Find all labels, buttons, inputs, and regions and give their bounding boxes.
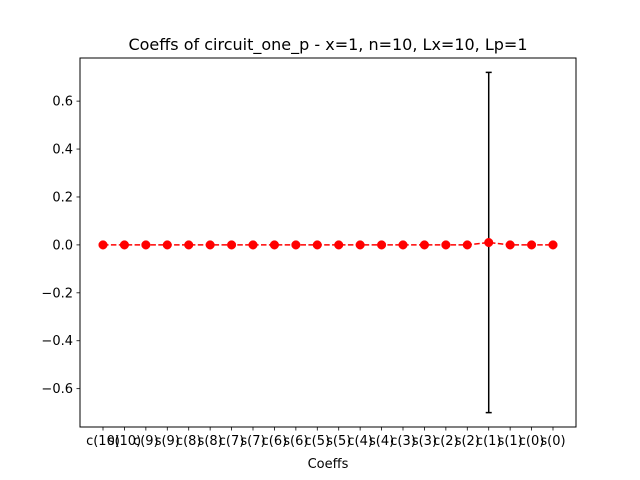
data-point xyxy=(141,240,151,250)
data-point xyxy=(248,240,258,250)
data-point xyxy=(269,240,279,250)
x-tick-label: s(6) xyxy=(283,434,308,449)
y-axis: −0.6 −0.4 −0.2 0.0 0.2 0.4 0.6 xyxy=(41,95,80,397)
chart-title: Coeffs of circuit_one_p - x=1, n=10, Lx=… xyxy=(128,35,527,55)
data-point xyxy=(334,240,344,250)
data-point xyxy=(355,240,365,250)
data-point xyxy=(505,240,515,250)
x-tick-label: c(5) xyxy=(305,434,331,449)
data-point xyxy=(398,240,408,250)
data-point xyxy=(291,240,301,250)
data-point xyxy=(119,240,129,250)
x-tick-label: c(0) xyxy=(519,434,545,449)
x-tick-label: s(1) xyxy=(498,434,523,449)
data-point xyxy=(227,240,237,250)
x-tick-label: s(8) xyxy=(198,434,223,449)
x-tick-label: s(10) xyxy=(108,434,141,449)
x-tick-label: c(7) xyxy=(219,434,245,449)
data-point xyxy=(98,240,108,250)
x-tick-label: s(0) xyxy=(540,434,565,449)
axes-frame xyxy=(79,57,577,428)
x-tick-label: s(7) xyxy=(240,434,265,449)
data-point xyxy=(377,240,387,250)
x-tick-label: s(3) xyxy=(412,434,437,449)
data-point xyxy=(205,240,215,250)
data-point xyxy=(162,240,172,250)
data-point xyxy=(184,240,194,250)
x-tick-label: c(1) xyxy=(476,434,502,449)
y-tick-label: 0.6 xyxy=(52,95,73,110)
x-axis-label: Coeffs xyxy=(308,457,349,472)
x-tick-label: s(9) xyxy=(155,434,180,449)
x-tick-label: c(9) xyxy=(133,434,159,449)
data-point xyxy=(484,237,494,248)
data-point xyxy=(312,240,322,250)
data-point xyxy=(441,240,451,250)
x-tick-label: c(3) xyxy=(390,434,416,449)
x-tick-label: s(5) xyxy=(326,434,351,449)
plot-area xyxy=(98,71,558,414)
data-point xyxy=(527,240,537,250)
data-point xyxy=(419,240,429,250)
x-tick-label: s(2) xyxy=(455,434,480,449)
data-point xyxy=(462,240,472,250)
y-tick-label: 0.4 xyxy=(52,143,73,158)
x-tick-label: c(2) xyxy=(433,434,459,449)
x-tick-label: c(10) xyxy=(86,434,120,449)
y-tick-label: −0.2 xyxy=(41,286,73,301)
x-tick-label: c(6) xyxy=(262,434,288,449)
data-point xyxy=(548,240,558,250)
y-tick-label: −0.4 xyxy=(41,334,73,349)
series-line xyxy=(103,241,553,246)
y-tick-label: 0.0 xyxy=(52,238,73,253)
y-tick-label: 0.2 xyxy=(52,190,73,205)
x-axis: c(10)s(10)c(9)s(9)c(8)s(8)c(7)s(7)c(6)s(… xyxy=(86,427,566,449)
x-tick-label: c(8) xyxy=(176,434,202,449)
y-tick-label: −0.6 xyxy=(41,382,73,397)
x-tick-label: c(4) xyxy=(347,434,373,449)
x-tick-label: s(4) xyxy=(369,434,394,449)
